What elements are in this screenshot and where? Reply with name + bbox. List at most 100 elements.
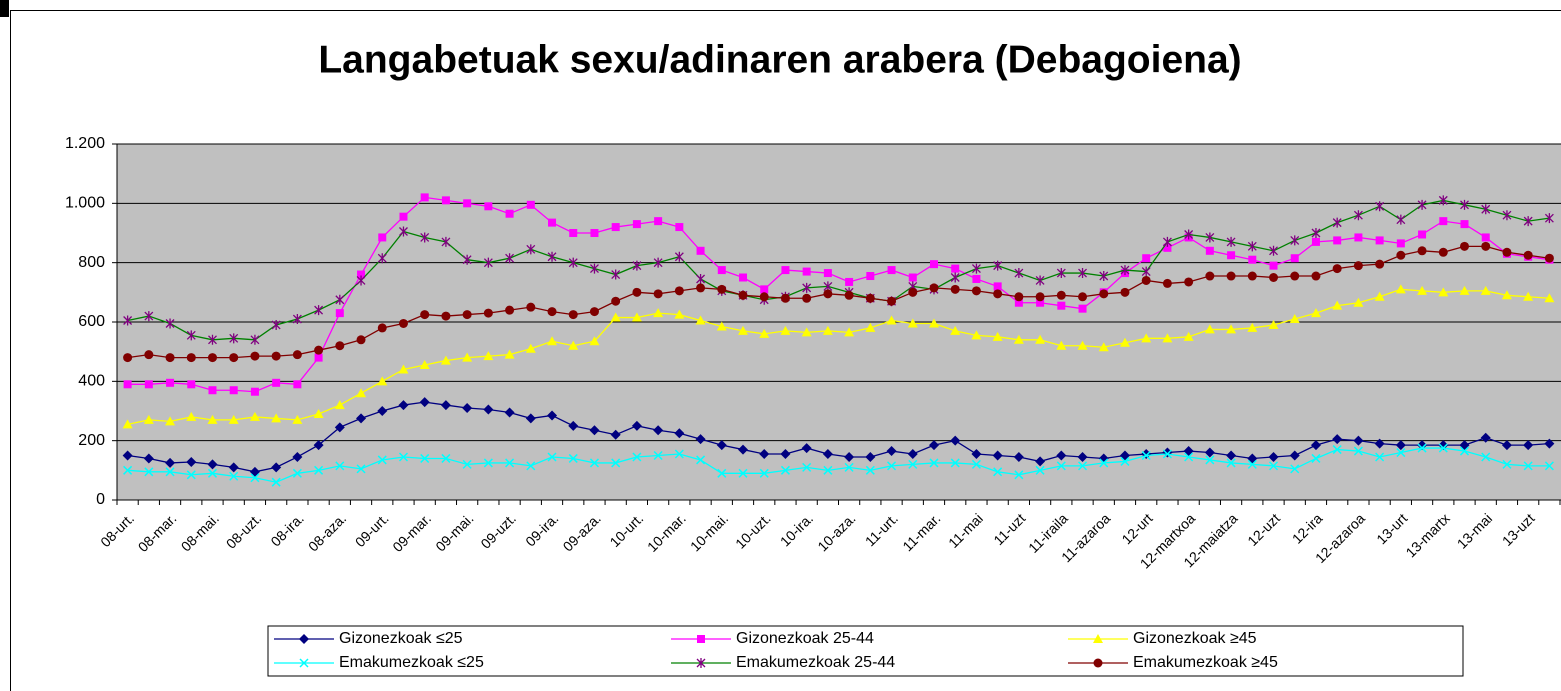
marker [207,353,217,363]
marker [907,449,918,460]
marker [844,290,854,300]
marker [950,458,960,468]
marker [568,340,579,350]
marker [632,260,642,271]
marker [1417,443,1427,453]
marker [462,352,473,362]
marker [249,411,260,421]
marker [674,449,684,459]
marker [1332,264,1342,274]
marker [1056,461,1066,471]
marker [611,458,621,468]
marker [1120,456,1130,466]
marker [738,325,749,335]
marker [993,467,1003,477]
marker [1502,247,1512,257]
marker [208,386,217,395]
marker [1056,450,1067,461]
marker [1353,297,1364,307]
marker [314,353,323,362]
y-tick-label: 0 [96,491,105,508]
y-tick-label: 1.000 [65,195,105,212]
marker [1375,236,1384,245]
marker [780,325,791,335]
marker [844,327,855,337]
marker [1035,334,1046,344]
marker [1119,337,1130,347]
y-tick-label: 400 [78,373,105,390]
marker [1162,333,1173,343]
marker [250,334,260,345]
marker [186,457,197,468]
marker [1247,271,1257,281]
marker [908,273,917,282]
marker [674,251,684,262]
marker [1014,470,1024,480]
marker [971,286,981,296]
marker [1418,230,1427,239]
marker [907,318,918,328]
marker [356,275,366,286]
marker [1013,334,1024,344]
marker [1268,319,1279,329]
marker [1289,314,1300,324]
marker [334,400,345,410]
marker [823,289,833,299]
series-line [127,447,1550,483]
marker [525,413,536,424]
marker [887,296,897,306]
marker [165,467,175,477]
marker [1460,199,1469,210]
marker [908,459,918,469]
marker [484,202,493,211]
marker [780,449,791,460]
marker [228,414,239,424]
marker [547,410,558,421]
marker [696,246,705,255]
marker [845,277,854,286]
marker [1226,324,1237,334]
y-tick-label: 600 [78,313,105,330]
legend-label: Emakumezkoak ≤25 [339,654,484,671]
marker [441,236,451,247]
marker [1099,289,1109,299]
marker [1014,298,1023,307]
marker [483,404,494,415]
marker [299,658,309,668]
marker [1438,195,1448,206]
marker [696,455,706,465]
marker [802,267,811,276]
marker [1183,331,1194,341]
marker [356,413,367,424]
marker [950,284,960,294]
marker [504,407,515,418]
marker [272,378,281,387]
marker [1480,285,1491,295]
marker [377,253,387,264]
marker [1162,236,1172,247]
marker [526,461,536,471]
marker [1375,201,1385,212]
marker [1098,342,1109,352]
marker [950,325,961,335]
marker [1248,255,1257,264]
marker [971,330,982,340]
marker [526,200,535,209]
marker [589,425,600,436]
marker [1205,455,1215,465]
marker [1035,456,1046,467]
marker [292,468,302,478]
marker [1375,452,1385,462]
marker [526,302,536,312]
marker [589,307,599,317]
marker [887,266,896,275]
marker [1523,216,1533,227]
marker [1439,217,1448,226]
marker [1501,440,1512,451]
marker [441,196,450,205]
marker [419,397,430,408]
marker [1480,432,1491,443]
marker [1078,461,1088,471]
